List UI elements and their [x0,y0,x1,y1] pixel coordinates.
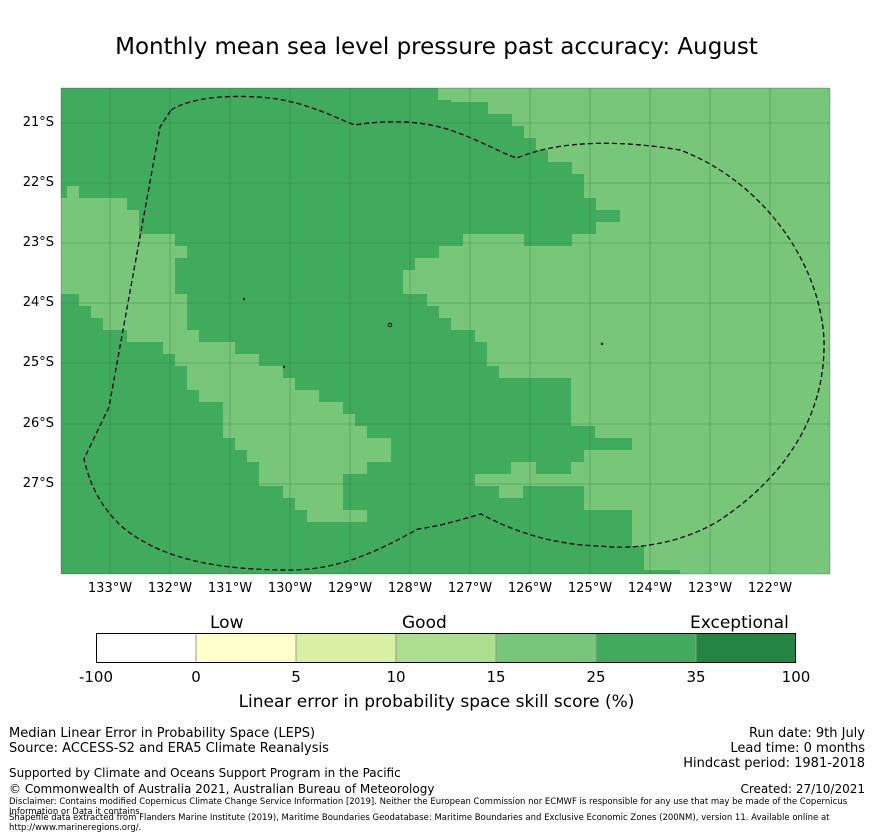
skill-map [60,87,831,575]
lon-tick: 127°W [447,581,493,596]
lon-tick: 133°W [87,581,133,596]
colorbar [96,633,796,663]
island-marker [282,365,286,369]
lat-tick: 26°S [22,416,54,431]
colorbar-segment [496,633,596,663]
island-markers [242,297,604,369]
shapefile-text: Shapefile data extracted from Flanders M… [9,813,830,833]
colorbar-tick: 25 [586,668,606,686]
lon-tick: 128°W [387,581,433,596]
island-marker [242,297,246,301]
lat-tick: 24°S [22,295,54,310]
chart-title: Monthly mean sea level pressure past acc… [115,34,758,60]
lat-tick: 23°S [22,235,54,250]
island-marker [387,322,393,328]
colorbar-segment [96,633,196,663]
lon-tick: 126°W [507,581,553,596]
colorbar-category-exceptional: Exceptional [690,613,789,633]
source-line: Source: ACCESS-S2 and ERA5 Climate Reana… [9,741,329,756]
colorbar-tick: 10 [386,668,406,686]
leps-line: Median Linear Error in Probability Space… [9,726,316,741]
lat-tick: 22°S [22,175,54,190]
colorbar-tick: 0 [191,668,201,686]
colorbar-segment [196,633,296,663]
lead-time: Lead time: 0 months [730,741,865,756]
colorbar-category-low: Low [210,613,244,633]
map-frame [60,87,831,575]
lat-tick: 21°S [22,115,54,130]
colorbar-segment [596,633,696,663]
hindcast-period: Hindcast period: 1981-2018 [683,756,865,771]
run-date: Run date: 9th July [748,726,865,741]
colorbar-category-good: Good [402,613,447,633]
created-date: Created: 27/10/2021 [740,782,865,796]
lat-tick: 25°S [22,355,54,370]
colorbar-segment [396,633,496,663]
colorbar-tick: 5 [291,668,301,686]
colorbar-tick: 15 [486,668,506,686]
lat-tick: 27°S [22,476,54,491]
gridlines [61,88,830,574]
eez-boundary [83,95,825,571]
colorbar-tick: -100 [78,668,114,686]
lon-tick: 122°W [747,581,793,596]
colorbar-tick: 100 [781,668,811,686]
copyright-line: © Commonwealth of Australia 2021, Austra… [9,782,435,796]
supported-line: Supported by Climate and Oceans Support … [9,766,401,780]
disclaimer-text: Disclaimer: Contains modified Copernicus… [9,797,848,817]
colorbar-segment [296,633,396,663]
lon-tick: 132°W [147,581,193,596]
island-marker [600,342,604,346]
dark-region-west [61,88,680,574]
lon-tick: 131°W [207,581,253,596]
lon-tick: 130°W [267,581,313,596]
colorbar-segment [696,633,796,663]
lon-tick: 129°W [327,581,373,596]
lon-tick: 125°W [567,581,613,596]
lon-tick: 124°W [627,581,673,596]
colorbar-tick: 35 [686,668,706,686]
colorbar-label: Linear error in probability space skill … [238,692,635,712]
lon-tick: 123°W [687,581,733,596]
